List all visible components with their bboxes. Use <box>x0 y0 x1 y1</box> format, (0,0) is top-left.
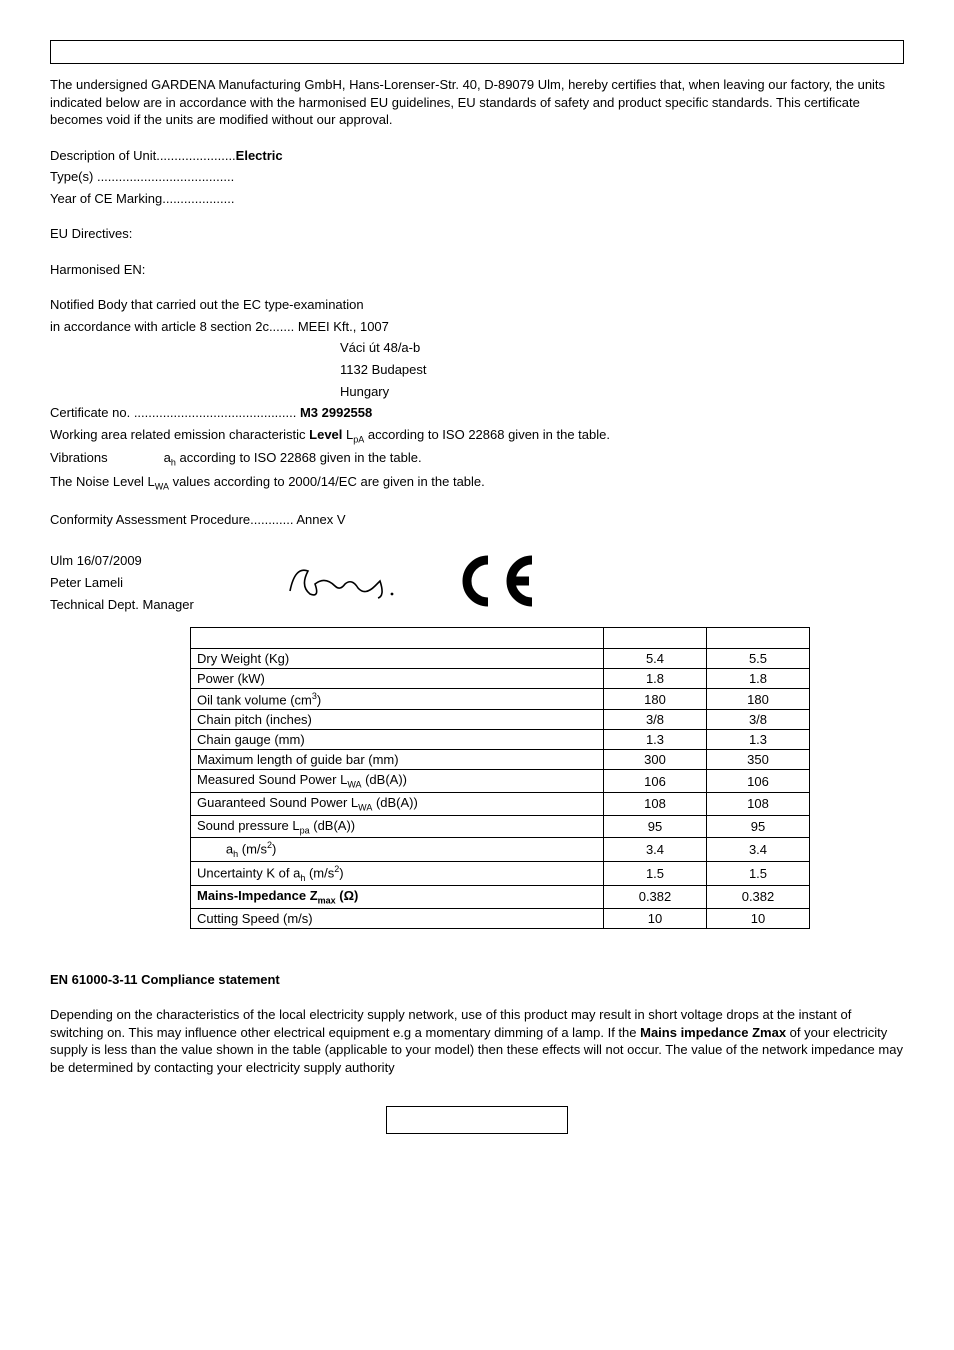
desc-value: Electric <box>236 148 283 163</box>
notified-body-l1: Notified Body that carried out the EC ty… <box>50 296 904 314</box>
row-val-1: 1.3 <box>604 730 707 750</box>
row-val-1: 5.4 <box>604 649 707 669</box>
row-label: ah (m/s2) <box>191 838 604 862</box>
row-val-1: 3.4 <box>604 838 707 862</box>
row-val-2: 0.382 <box>707 886 810 909</box>
working-area-line: Working area related emission characteri… <box>50 426 904 446</box>
header-empty <box>191 628 604 649</box>
row-val-2: 106 <box>707 770 810 793</box>
desc-label: Description of Unit.....................… <box>50 148 236 163</box>
header-col2 <box>707 628 810 649</box>
ulm-date: Ulm 16/07/2009 <box>50 552 250 570</box>
signer-role: Technical Dept. Manager <box>50 596 250 614</box>
row-val-2: 180 <box>707 689 810 710</box>
row-val-1: 10 <box>604 908 707 928</box>
row-label: Dry Weight (Kg) <box>191 649 604 669</box>
nb-addr1: Váci út 48/a-b <box>50 339 904 357</box>
header-col1 <box>604 628 707 649</box>
spec-table: Dry Weight (Kg)5.45.5Power (kW)1.81.8Oil… <box>190 627 810 929</box>
header-frame <box>50 40 904 64</box>
table-row: Guaranteed Sound Power LWA (dB(A))108108 <box>191 792 810 815</box>
row-val-1: 95 <box>604 815 707 838</box>
nb-addr3: Hungary <box>50 383 904 401</box>
signer-name: Peter Lameli <box>50 574 250 592</box>
footer-box <box>386 1106 568 1134</box>
cert-label: Certificate no. ........................… <box>50 405 300 420</box>
table-row: Power (kW)1.81.8 <box>191 669 810 689</box>
ce-svg <box>450 554 540 608</box>
signature-svg <box>280 556 420 606</box>
row-label: Cutting Speed (m/s) <box>191 908 604 928</box>
row-val-1: 108 <box>604 792 707 815</box>
row-label: Sound pressure Lpa (dB(A)) <box>191 815 604 838</box>
table-row: Dry Weight (Kg)5.45.5 <box>191 649 810 669</box>
nb-addr2: 1132 Budapest <box>50 361 904 379</box>
row-label: Maximum length of guide bar (mm) <box>191 750 604 770</box>
year-line: Year of CE Marking.................... <box>50 190 904 208</box>
notified-body-l2: in accordance with article 8 section 2c.… <box>50 318 904 336</box>
intro-paragraph: The undersigned GARDENA Manufacturing Gm… <box>50 76 904 129</box>
row-val-1: 180 <box>604 689 707 710</box>
row-val-2: 95 <box>707 815 810 838</box>
row-val-1: 106 <box>604 770 707 793</box>
description-line: Description of Unit.....................… <box>50 147 904 165</box>
row-val-2: 5.5 <box>707 649 810 669</box>
signature-graphic <box>280 556 420 609</box>
row-val-2: 108 <box>707 792 810 815</box>
table-row: Chain pitch (inches)3/83/8 <box>191 710 810 730</box>
row-val-2: 3/8 <box>707 710 810 730</box>
compliance-bold: Mains impedance Zmax <box>640 1025 786 1040</box>
eu-directives: EU Directives: <box>50 225 904 243</box>
vib-text: ah according to ISO 22868 given in the t… <box>164 450 422 465</box>
row-val-2: 10 <box>707 908 810 928</box>
working-pre: Working area related emission characteri… <box>50 427 309 442</box>
row-label: Mains-Impedance Zmax (Ω) <box>191 886 604 909</box>
row-val-2: 350 <box>707 750 810 770</box>
row-val-1: 1.5 <box>604 862 707 886</box>
compliance-paragraph: Depending on the characteristics of the … <box>50 1006 904 1076</box>
noise-line: The Noise Level LWA values according to … <box>50 473 904 493</box>
cert-value: M3 2992558 <box>300 405 372 420</box>
ce-mark <box>450 554 540 611</box>
row-label: Uncertainty K of ah (m/s2) <box>191 862 604 886</box>
signature-row: Ulm 16/07/2009 Peter Lameli Technical De… <box>50 548 904 617</box>
row-label: Measured Sound Power LWA (dB(A)) <box>191 770 604 793</box>
working-post: LpA according to ISO 22868 given in the … <box>342 427 610 442</box>
table-header-row <box>191 628 810 649</box>
working-level: Level <box>309 427 342 442</box>
table-row: Mains-Impedance Zmax (Ω)0.3820.382 <box>191 886 810 909</box>
certificate-line: Certificate no. ........................… <box>50 404 904 422</box>
vibrations-line: Vibrations ah according to ISO 22868 giv… <box>50 449 904 469</box>
row-val-1: 1.8 <box>604 669 707 689</box>
row-val-1: 0.382 <box>604 886 707 909</box>
row-val-1: 300 <box>604 750 707 770</box>
vib-label: Vibrations <box>50 449 160 467</box>
conformity-line: Conformity Assessment Procedure.........… <box>50 511 904 529</box>
table-row: Maximum length of guide bar (mm)300350 <box>191 750 810 770</box>
row-label: Chain gauge (mm) <box>191 730 604 750</box>
table-row: Sound pressure Lpa (dB(A))9595 <box>191 815 810 838</box>
row-val-2: 3.4 <box>707 838 810 862</box>
signature-info: Ulm 16/07/2009 Peter Lameli Technical De… <box>50 548 250 617</box>
row-val-1: 3/8 <box>604 710 707 730</box>
table-row: Measured Sound Power LWA (dB(A))106106 <box>191 770 810 793</box>
row-val-2: 1.3 <box>707 730 810 750</box>
table-row: Chain gauge (mm)1.31.3 <box>191 730 810 750</box>
table-row: Uncertainty K of ah (m/s2)1.51.5 <box>191 862 810 886</box>
row-label: Oil tank volume (cm3) <box>191 689 604 710</box>
table-row: ah (m/s2)3.43.4 <box>191 838 810 862</box>
table-row: Cutting Speed (m/s)1010 <box>191 908 810 928</box>
row-label: Chain pitch (inches) <box>191 710 604 730</box>
row-label: Guaranteed Sound Power LWA (dB(A)) <box>191 792 604 815</box>
row-val-2: 1.8 <box>707 669 810 689</box>
compliance-heading: EN 61000-3-11 Compliance statement <box>50 971 904 989</box>
types-line: Type(s) ................................… <box>50 168 904 186</box>
row-label: Power (kW) <box>191 669 604 689</box>
harmonised-en: Harmonised EN: <box>50 261 904 279</box>
row-val-2: 1.5 <box>707 862 810 886</box>
table-row: Oil tank volume (cm3)180180 <box>191 689 810 710</box>
